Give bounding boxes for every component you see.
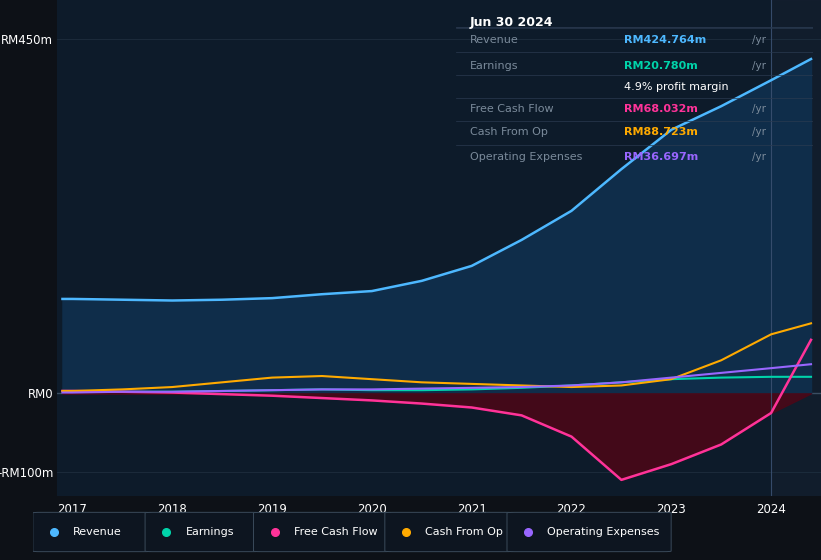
Text: Jun 30 2024: Jun 30 2024 [470,16,553,29]
Text: RM88.723m: RM88.723m [623,128,697,138]
FancyBboxPatch shape [385,512,513,552]
Text: Earnings: Earnings [470,60,518,71]
Text: RM20.780m: RM20.780m [623,60,697,71]
Text: RM68.032m: RM68.032m [623,104,697,114]
Text: Revenue: Revenue [470,35,519,45]
Text: Cash From Op: Cash From Op [470,128,548,138]
FancyBboxPatch shape [254,512,391,552]
Text: Revenue: Revenue [73,527,122,537]
Text: /yr: /yr [752,104,766,114]
Text: /yr: /yr [752,128,766,138]
Text: /yr: /yr [752,60,766,71]
Text: 4.9% profit margin: 4.9% profit margin [623,82,728,92]
Text: RM36.697m: RM36.697m [623,152,698,162]
Text: /yr: /yr [752,35,766,45]
FancyBboxPatch shape [145,512,259,552]
Text: Operating Expenses: Operating Expenses [470,152,582,162]
Text: Free Cash Flow: Free Cash Flow [294,527,378,537]
Text: Operating Expenses: Operating Expenses [548,527,660,537]
Text: RM424.764m: RM424.764m [623,35,706,45]
FancyBboxPatch shape [33,512,151,552]
Text: Cash From Op: Cash From Op [425,527,503,537]
FancyBboxPatch shape [507,512,671,552]
Text: Free Cash Flow: Free Cash Flow [470,104,553,114]
Bar [771,0,821,496]
Text: Earnings: Earnings [186,527,234,537]
Text: /yr: /yr [752,152,766,162]
